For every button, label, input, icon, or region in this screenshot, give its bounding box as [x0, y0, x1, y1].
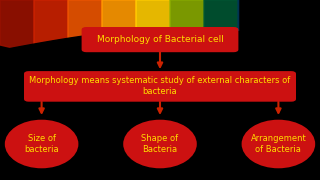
Ellipse shape — [242, 120, 315, 168]
Polygon shape — [240, 0, 320, 40]
Polygon shape — [238, 0, 272, 108]
Polygon shape — [0, 0, 34, 53]
Ellipse shape — [5, 120, 78, 168]
Polygon shape — [34, 0, 68, 61]
Ellipse shape — [123, 120, 197, 168]
Text: Size of
bacteria: Size of bacteria — [24, 134, 59, 154]
Polygon shape — [204, 0, 238, 100]
Polygon shape — [68, 0, 102, 69]
FancyBboxPatch shape — [24, 71, 296, 102]
FancyBboxPatch shape — [82, 27, 238, 52]
Text: Arrangement
of Bacteria: Arrangement of Bacteria — [251, 134, 306, 154]
Text: Morphology means systematic study of external characters of
bacteria: Morphology means systematic study of ext… — [29, 76, 291, 96]
Polygon shape — [136, 0, 170, 84]
Polygon shape — [102, 0, 136, 76]
Polygon shape — [170, 0, 204, 92]
Text: Morphology of Bacterial cell: Morphology of Bacterial cell — [97, 35, 223, 44]
Polygon shape — [0, 29, 288, 180]
Text: Shape of
Bacteria: Shape of Bacteria — [141, 134, 179, 154]
